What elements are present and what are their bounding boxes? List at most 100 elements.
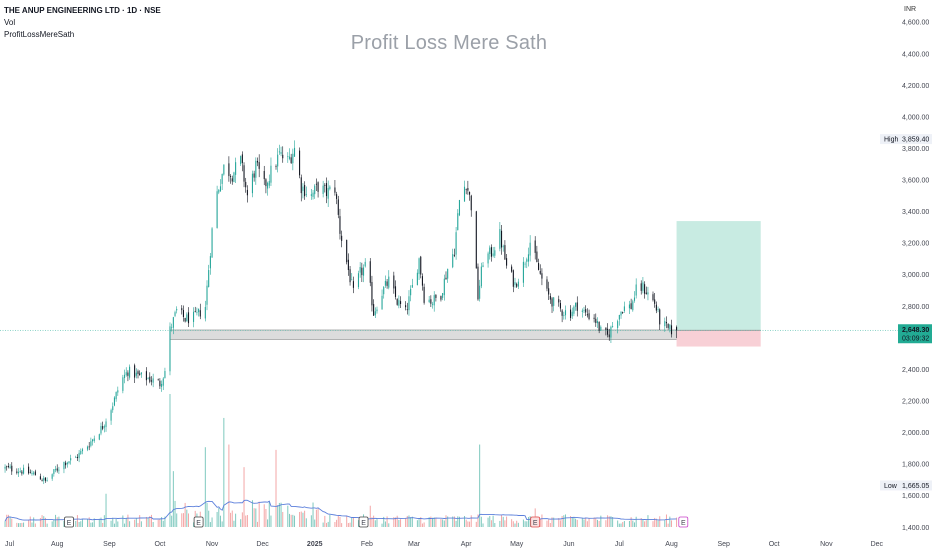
volume-bar[interactable] (270, 515, 272, 527)
volume-bar[interactable] (277, 505, 279, 527)
volume-bar[interactable] (558, 518, 560, 527)
volume-bar[interactable] (28, 519, 30, 527)
volume-bar[interactable] (294, 515, 296, 527)
volume-bar[interactable] (423, 522, 425, 527)
candle[interactable] (411, 278, 413, 288)
volume-bar[interactable] (181, 513, 183, 527)
volume-bar[interactable] (299, 511, 301, 527)
candle[interactable] (665, 316, 668, 329)
candle[interactable] (465, 188, 467, 195)
candle[interactable] (373, 299, 375, 317)
candle[interactable] (245, 177, 247, 193)
volume-bar[interactable] (628, 520, 630, 527)
volume-bar[interactable] (341, 523, 343, 527)
candle[interactable] (135, 368, 137, 379)
candle[interactable] (351, 273, 353, 281)
volume-bar[interactable] (337, 515, 339, 527)
candle[interactable] (586, 308, 588, 318)
volume-bar[interactable] (221, 521, 223, 527)
volume-bar[interactable] (174, 500, 176, 527)
candle[interactable] (647, 286, 649, 301)
candle[interactable] (352, 276, 354, 294)
candle[interactable] (362, 264, 365, 283)
volume-bar[interactable] (501, 514, 503, 527)
volume-bar[interactable] (230, 512, 232, 527)
candle[interactable] (469, 191, 471, 201)
volume-bar[interactable] (529, 516, 531, 527)
volume-bar[interactable] (103, 515, 105, 527)
candle[interactable] (522, 257, 524, 288)
volume-bar[interactable] (317, 508, 319, 527)
candle[interactable] (336, 191, 338, 205)
volume-bar[interactable] (327, 521, 329, 527)
candle[interactable] (137, 369, 139, 379)
volume-bar[interactable] (278, 502, 280, 527)
volume-bar[interactable] (432, 517, 434, 527)
candle[interactable] (134, 363, 136, 383)
candle[interactable] (9, 464, 11, 469)
volume-bar[interactable] (664, 520, 666, 527)
candle[interactable] (288, 148, 291, 161)
volume-bar[interactable] (16, 522, 18, 527)
volume-bar[interactable] (304, 510, 306, 527)
volume-bar[interactable] (18, 523, 20, 527)
volume-bar[interactable] (256, 521, 258, 527)
candle[interactable] (371, 275, 373, 312)
candle[interactable] (596, 317, 599, 329)
candle[interactable] (490, 244, 492, 262)
candle[interactable] (514, 277, 516, 288)
candle[interactable] (243, 162, 245, 188)
volume-bar[interactable] (381, 523, 383, 527)
volume-bar[interactable] (282, 511, 284, 527)
candle[interactable] (145, 367, 147, 386)
volume-bar[interactable] (211, 517, 213, 527)
volume-bar[interactable] (388, 523, 390, 527)
volume-bar[interactable] (231, 510, 233, 527)
volume-bar[interactable] (607, 515, 609, 527)
volume-bar[interactable] (676, 517, 678, 527)
volume-bar[interactable] (125, 517, 127, 527)
volume-bar[interactable] (80, 521, 82, 527)
volume-indicator-label[interactable]: Vol (4, 18, 16, 27)
candle[interactable] (546, 276, 548, 292)
volume-bar[interactable] (583, 519, 585, 527)
candle[interactable] (558, 295, 560, 307)
volume-bar[interactable] (386, 516, 388, 527)
candle[interactable] (605, 327, 607, 336)
candle[interactable] (400, 296, 402, 308)
volume-bar[interactable] (383, 516, 385, 527)
candle[interactable] (534, 236, 536, 260)
candle[interactable] (487, 251, 489, 268)
volume-bar[interactable] (129, 521, 131, 527)
volume-bar[interactable] (43, 516, 45, 527)
volume-bar[interactable] (288, 513, 290, 527)
volume-bar[interactable] (623, 521, 625, 527)
volume-bar[interactable] (326, 522, 328, 527)
volume-bar[interactable] (100, 517, 102, 527)
candle[interactable] (113, 396, 115, 407)
candle[interactable] (164, 367, 166, 379)
volume-bar[interactable] (553, 517, 555, 527)
volume-bar[interactable] (312, 502, 314, 527)
candle[interactable] (553, 296, 555, 312)
volume-bar[interactable] (19, 523, 21, 527)
candle[interactable] (575, 302, 577, 311)
volume-bar[interactable] (351, 517, 353, 527)
volume-bar[interactable] (339, 516, 341, 527)
volume-bar[interactable] (452, 516, 454, 527)
volume-bar[interactable] (570, 516, 572, 527)
volume-bar[interactable] (671, 520, 673, 527)
candle[interactable] (92, 438, 94, 446)
candle[interactable] (374, 307, 376, 319)
volume-bar[interactable] (347, 523, 349, 527)
volume-bar[interactable] (44, 517, 46, 527)
volume-bar[interactable] (147, 517, 149, 527)
volume-bar[interactable] (127, 514, 129, 527)
volume-bar[interactable] (219, 515, 221, 527)
volume-bar[interactable] (396, 515, 398, 527)
candle[interactable] (251, 170, 253, 198)
candle[interactable] (588, 309, 590, 321)
candle[interactable] (19, 467, 21, 473)
volume-bar[interactable] (654, 517, 656, 527)
